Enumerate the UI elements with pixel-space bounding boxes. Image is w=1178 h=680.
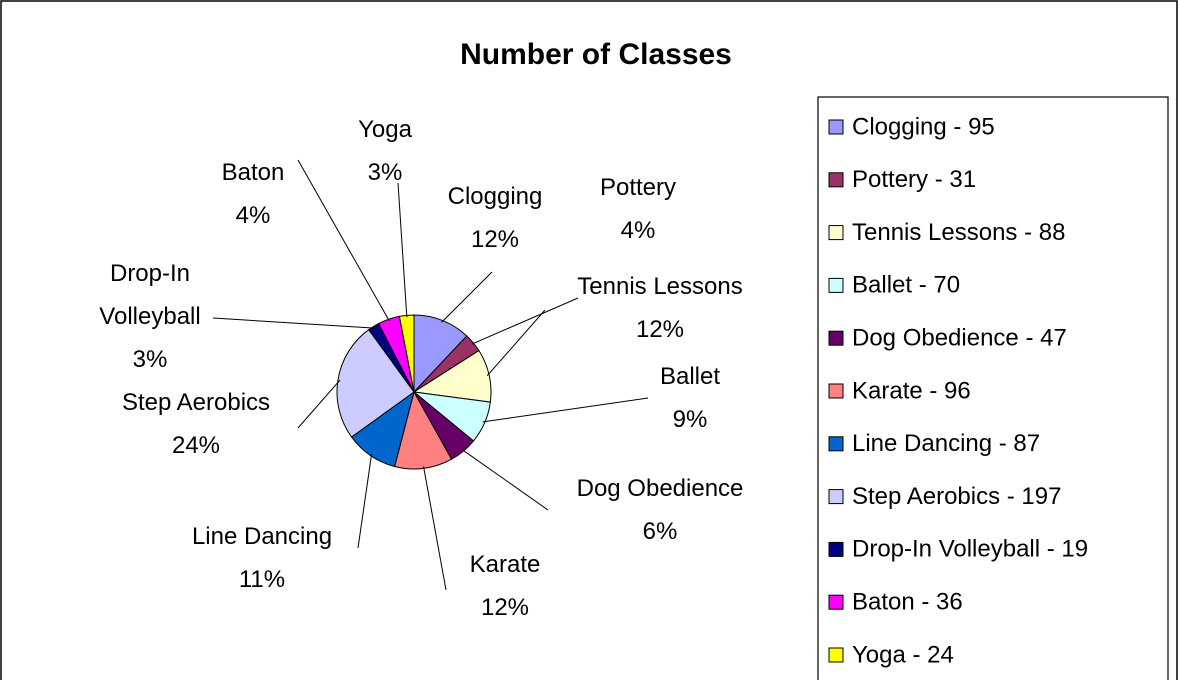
legend-swatch [828,225,844,241]
data-label: Line Dancing 11% [192,515,332,601]
legend-label: Baton - 36 [852,589,963,616]
data-label: Dog Obedience 6% [577,467,744,553]
legend-label: Pottery - 31 [852,166,976,193]
legend-label: Drop-In Volleyball - 19 [852,536,1088,563]
legend-swatch [828,172,844,188]
leader-line [486,309,546,377]
chart-title: Number of Classes [460,38,732,71]
data-label-value: 3% [132,346,168,373]
data-label-name: Karate [469,551,541,578]
legend-label: Ballet - 70 [852,272,960,299]
leader-line [212,317,375,329]
data-label-value: 12% [480,594,530,621]
data-label-name: Clogging [447,183,543,210]
legend-label: Line Dancing - 87 [852,430,1040,457]
data-label: Drop-In Volleyball 3% [75,252,225,381]
data-label-name: Pottery [599,174,677,201]
data-label: Yoga 3% [358,108,412,194]
legend-swatch [828,489,844,505]
data-label-value: 4% [620,217,656,244]
legend-box [817,96,1169,680]
data-label-name: Dog Obedience [576,475,744,502]
legend-label: Dog Obedience - 47 [852,325,1067,352]
data-label-name: Drop-In Volleyball [99,260,201,330]
data-label: Ballet 9% [660,355,720,441]
legend-label: Clogging - 95 [852,113,995,140]
data-label-name: Tennis Lessons [577,273,743,300]
data-label-name: Baton [221,159,285,186]
data-label-value: 3% [367,159,403,186]
legend-swatch [828,594,844,610]
leader-line [441,271,493,323]
data-label-name: Line Dancing [191,523,333,550]
leader-line [357,453,373,549]
data-label-value: 11% [238,566,286,593]
leader-line [297,379,341,429]
data-label-value: 24% [171,432,221,459]
data-label-value: 12% [635,316,685,343]
leader-line [297,159,390,322]
pie-slice [336,329,415,438]
legend-swatch [828,647,844,663]
leader-line [471,297,579,345]
data-label-value: 4% [235,202,271,229]
data-label-name: Yoga [358,116,412,143]
legend-swatch [828,119,844,135]
legend-swatch [828,436,844,452]
leader-line [461,449,549,511]
data-label-value: 9% [672,406,708,433]
legend-swatch [828,383,844,399]
data-label: Karate 12% [470,543,541,629]
legend-swatch [828,330,844,346]
leader-line [423,466,447,591]
legend-label: Yoga - 24 [852,641,954,668]
data-label-value: 6% [642,518,678,545]
legend-label: Step Aerobics - 197 [852,483,1061,510]
legend-swatch [828,277,844,293]
legend-swatch [828,541,844,557]
data-label: Tennis Lessons 12% [577,265,742,351]
legend-label: Karate - 96 [852,377,971,404]
data-label: Clogging 12% [448,175,543,261]
data-label-value: 12% [470,226,520,253]
leader-line [397,182,408,318]
leader-line [482,397,649,423]
data-label: Pottery 4% [600,166,676,252]
data-label: Step Aerobics 24% [122,381,270,467]
data-label-name: Ballet [659,363,721,390]
data-label-name: Step Aerobics [121,389,271,416]
legend-label: Tennis Lessons - 88 [852,219,1065,246]
data-label: Baton 4% [222,151,285,237]
